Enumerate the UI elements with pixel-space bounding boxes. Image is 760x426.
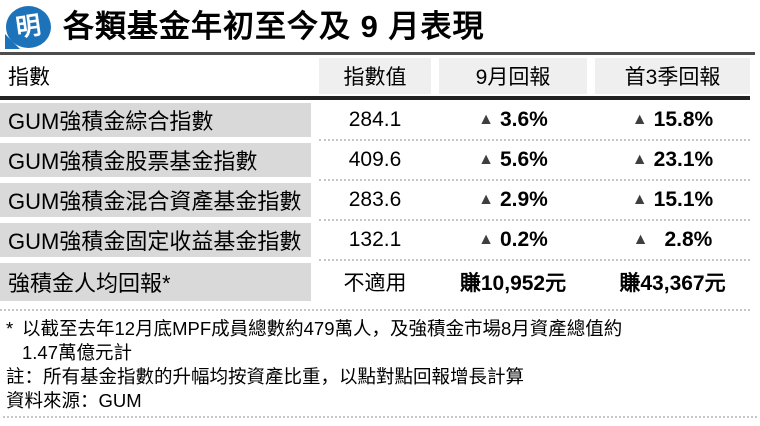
up-triangle-icon: ▲ — [478, 151, 494, 168]
row-september-return: 賺10,952元 — [439, 263, 587, 301]
mingpao-logo-glyph: 明 — [14, 10, 43, 43]
row-name: GUM強積金混合資產基金指數 — [0, 183, 311, 217]
page-bottom-divider — [3, 416, 757, 418]
table-row: GUM強積金混合資產基金指數 283.6 ▲ 2.9% ▲ 15.1% — [0, 183, 750, 221]
data-source: 資料來源：GUM — [6, 390, 142, 411]
row-index-value: 132.1 — [319, 223, 431, 257]
col-header-index: 指數 — [0, 58, 311, 94]
masthead: 明 各類基金年初至今及 9 月表現 — [0, 0, 760, 49]
table-header-row: 指數 指數值 9月回報 首3季回報 — [0, 58, 750, 94]
row-q3-return: 賺43,367元 — [595, 263, 750, 301]
return-value: 15.8% — [653, 108, 714, 131]
table-row: GUM強積金固定收益基金指數 132.1 ▲ 0.2% ▲ 2.8% — [0, 223, 750, 261]
title-divider — [0, 52, 755, 55]
table-body: GUM強積金綜合指數 284.1 ▲ 3.6% ▲ 15.8% GUM強積金股票… — [0, 103, 750, 301]
row-name: 強積金人均回報* — [0, 263, 311, 301]
row-index-value: 409.6 — [319, 143, 431, 177]
footnote-mpf-members: * 以截至去年12月底MPF成員總數約479萬人，及強積金市場8月資產總值約 — [6, 317, 760, 341]
footnote-mpf-members-cont: 1.47萬億元計 — [22, 342, 133, 363]
row-q3-return: ▲ 15.1% — [595, 183, 750, 217]
row-q3-return: ▲ 2.8% — [595, 223, 750, 257]
up-triangle-icon: ▲ — [631, 151, 648, 168]
col-header-september-return: 9月回報 — [439, 58, 587, 94]
return-value: 5.6% — [499, 148, 548, 171]
up-triangle-icon: ▲ — [631, 111, 648, 128]
row-september-return: ▲ 3.6% — [439, 103, 587, 137]
return-value: 0.2% — [499, 228, 548, 251]
row-name: GUM強積金固定收益基金指數 — [0, 223, 311, 257]
row-q3-return: ▲ 15.8% — [595, 103, 750, 137]
return-value: 23.1% — [653, 148, 714, 171]
fund-performance-table: 指數 指數值 9月回報 首3季回報 GUM強積金綜合指數 284.1 ▲ 3.6… — [0, 58, 750, 301]
table-bottom-divider — [0, 309, 750, 311]
return-value: 15.1% — [653, 188, 714, 211]
up-triangle-icon: ▲ — [478, 231, 494, 248]
footnotes: * 以截至去年12月底MPF成員總數約479萬人，及強積金市場8月資產總值約 1… — [0, 317, 760, 413]
mingpao-logo: 明 — [6, 6, 51, 48]
row-september-return: ▲ 2.9% — [439, 183, 587, 217]
footnote-calculation-note: 註：所有基金指數的升幅均按資產比重，以點對點回報增長計算 — [6, 366, 525, 387]
return-value: 3.6% — [499, 108, 548, 131]
footnote-text: 以截至去年12月底MPF成員總數約479萬人，及強積金市場8月資產總值約 — [22, 318, 623, 339]
up-triangle-icon: ▲ — [632, 231, 649, 248]
asterisk-marker: * — [6, 318, 14, 339]
row-name: GUM強積金股票基金指數 — [0, 143, 311, 177]
col-header-q3-return: 首3季回報 — [595, 58, 750, 94]
row-index-value: 284.1 — [319, 103, 431, 137]
page-title: 各類基金年初至今及 9 月表現 — [63, 8, 485, 44]
header-divider — [0, 96, 750, 100]
row-q3-return: ▲ 23.1% — [595, 143, 750, 177]
table-row: GUM強積金綜合指數 284.1 ▲ 3.6% ▲ 15.8% — [0, 103, 750, 141]
up-triangle-icon: ▲ — [631, 191, 648, 208]
row-september-return: ▲ 5.6% — [439, 143, 587, 177]
up-triangle-icon: ▲ — [478, 111, 494, 128]
row-name: GUM強積金綜合指數 — [0, 103, 311, 137]
table-row: 強積金人均回報* 不適用 賺10,952元 賺43,367元 — [0, 263, 750, 301]
table-row: GUM強積金股票基金指數 409.6 ▲ 5.6% ▲ 23.1% — [0, 143, 750, 181]
row-september-return: ▲ 0.2% — [439, 223, 587, 257]
row-index-value: 283.6 — [319, 183, 431, 217]
return-value: 2.9% — [499, 188, 548, 211]
col-header-index-value: 指數值 — [319, 58, 431, 94]
return-value: 2.8% — [664, 228, 713, 251]
row-index-value: 不適用 — [319, 263, 431, 301]
up-triangle-icon: ▲ — [478, 191, 494, 208]
